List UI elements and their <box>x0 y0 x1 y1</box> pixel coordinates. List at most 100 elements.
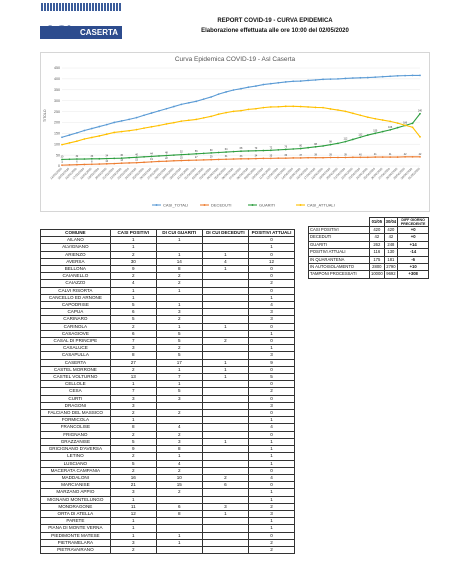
cell-casi-positivi: 12 <box>109 509 157 519</box>
cell-positivi-attuali: 1 <box>247 524 296 533</box>
cell-casi-positivi: 6 <box>109 308 157 317</box>
cell-casi-positivi: 5 <box>109 315 157 324</box>
data-point <box>329 143 332 146</box>
data-label: 36 <box>120 154 123 157</box>
cell-comune: CURTI <box>40 394 111 403</box>
table-row: GRICIGNANO D'AVERSA 9 8 1 <box>40 445 296 454</box>
cell-positivi-attuali: 1 <box>247 416 296 425</box>
data-point <box>277 148 280 151</box>
data-point <box>255 157 257 160</box>
data-point <box>180 153 183 156</box>
cell-comune: CAPODRISE <box>40 301 111 310</box>
cell-positivi-attuali: 3 <box>247 351 296 360</box>
data-point <box>389 128 392 131</box>
cell-casi-positivi: 2 <box>109 250 157 259</box>
cell-deceduti: 1 <box>201 373 249 382</box>
data-point <box>344 77 347 80</box>
data-point <box>337 77 339 80</box>
table-row: FRIGNANO 2 2 0 <box>40 430 296 439</box>
data-label: 72 <box>269 146 272 149</box>
table-row: CARINARO 5 2 3 <box>40 315 296 324</box>
cell-casi-positivi: 3 <box>109 344 157 353</box>
table-row: CASAGIOVE 6 5 1 <box>40 329 296 339</box>
data-point <box>351 77 354 79</box>
data-point <box>143 155 145 158</box>
data-point <box>419 135 421 138</box>
cell-deceduti: 1 <box>201 365 249 375</box>
data-label: 34 <box>255 155 258 158</box>
data-label: 15 <box>135 159 138 162</box>
data-point <box>351 112 354 115</box>
table-row: PARETE 1 1 <box>40 517 296 526</box>
cell-positivi-attuali: 4 <box>247 301 296 310</box>
cell-guariti: 5 <box>155 329 203 339</box>
data-label: 30 <box>61 155 64 158</box>
data-point <box>90 163 93 166</box>
data-point <box>120 130 123 133</box>
legend-marker <box>251 204 254 206</box>
data-point <box>322 156 324 159</box>
data-point <box>284 105 287 108</box>
table-row: CAIANELLO 2 2 0 <box>40 272 296 281</box>
table-row: MARCIANISE 21 15 6 0 <box>40 481 296 490</box>
data-point <box>255 85 257 87</box>
data-point <box>61 158 63 161</box>
data-point <box>322 106 324 109</box>
y-axis-label: TITOLO <box>43 109 47 122</box>
col-header-casi-positivi: CASI POSITIVI <box>109 228 157 238</box>
legend-marker <box>299 204 302 206</box>
cell-casi-positivi: 21 <box>109 481 157 490</box>
cell-deceduti <box>201 488 249 497</box>
data-point <box>105 157 108 160</box>
cell-positivi-attuali: 0 <box>247 409 296 418</box>
data-point <box>210 152 213 154</box>
summary-label: GUARITI <box>308 240 370 250</box>
data-point <box>68 164 71 166</box>
summary-value-1: 175 <box>369 255 385 265</box>
data-point <box>411 122 414 125</box>
cell-casi-positivi: 3 <box>109 401 157 411</box>
data-point <box>359 136 362 139</box>
data-label: 13 <box>120 159 123 162</box>
data-point <box>98 163 101 165</box>
cell-guariti: 2 <box>155 279 203 288</box>
data-point <box>411 74 414 77</box>
cell-guariti: 6 <box>155 502 203 511</box>
data-label: 41 <box>374 153 377 156</box>
data-point <box>165 154 168 157</box>
y-tick-label: 450 <box>54 66 60 70</box>
cell-comune: CAIANELLO <box>40 272 111 281</box>
cell-comune: AILANO <box>40 236 111 245</box>
cell-comune: FRANCOLISE <box>40 423 111 432</box>
data-label: 186 <box>403 121 408 124</box>
cell-comune: PIETRAVAIRANO <box>40 545 111 555</box>
data-point <box>68 158 71 161</box>
cell-casi-positivi: 2 <box>109 409 157 418</box>
data-point <box>172 159 175 162</box>
data-point <box>366 116 369 119</box>
data-point <box>172 121 175 124</box>
summary-value-1: 116 <box>369 248 385 257</box>
legend-label: GUARITI <box>259 202 275 207</box>
cell-comune: CASERTA <box>40 358 111 367</box>
cell-positivi-attuali: 1 <box>247 495 296 504</box>
cell-casi-positivi: 13 <box>109 373 157 382</box>
cell-positivi-attuali: 1 <box>247 459 296 468</box>
data-point <box>165 160 168 163</box>
legend-label: CASI_TOTALI <box>163 202 188 207</box>
data-point <box>180 103 183 106</box>
cell-deceduti <box>201 394 249 403</box>
cell-casi-positivi: 2 <box>109 466 157 475</box>
cell-casi-positivi: 5 <box>109 301 157 310</box>
cell-casi-positivi: 3 <box>109 394 157 403</box>
cell-positivi-attuali: 0 <box>247 337 296 346</box>
cell-casi-positivi: 4 <box>109 279 157 288</box>
data-point <box>307 146 310 149</box>
data-point <box>314 106 317 109</box>
cell-comune: CELLOLE <box>40 380 111 389</box>
cell-guariti: 2 <box>155 344 203 353</box>
cell-casi-positivi: 2 <box>109 322 157 331</box>
cell-positivi-attuali: 1 <box>247 243 296 252</box>
cell-deceduti: 1 <box>201 509 249 519</box>
data-point <box>307 79 310 82</box>
